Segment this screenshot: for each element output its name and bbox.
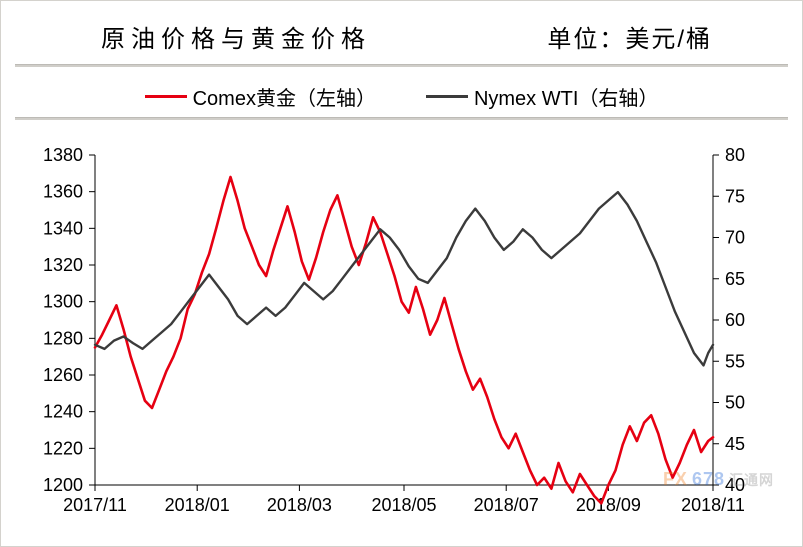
chart-frame: 原油价格与黄金价格 单位：美元/桶 Comex黄金（左轴） Nymex WTI（… [0,0,803,547]
svg-text:1220: 1220 [43,438,83,458]
chart-area: 1200 1220 1240 1260 1280 1300 1320 1340 1360 1380… [15,141,788,526]
svg-text:2018/11: 2018/11 [681,495,745,515]
line-chart: 1200 1220 1240 1260 1280 1300 1320 1340 1360 1380… [15,141,790,528]
legend-item-gold: Comex黄金（左轴） [145,82,376,111]
legend-swatch-wti [426,95,468,98]
legend-label-gold: Comex黄金（左轴） [193,82,376,111]
svg-text:75: 75 [725,186,745,206]
svg-text:1360: 1360 [43,182,83,202]
title-row: 原油价格与黄金价格 单位：美元/桶 [1,1,802,64]
svg-text:1280: 1280 [43,328,83,348]
svg-text:60: 60 [725,310,745,330]
svg-text:70: 70 [725,228,745,248]
legend-swatch-gold [145,95,187,98]
svg-text:1260: 1260 [43,365,83,385]
svg-text:1300: 1300 [43,292,83,312]
svg-text:1200: 1200 [43,475,83,495]
svg-text:40: 40 [725,475,745,495]
chart-unit: 单位：美元/桶 [547,19,712,54]
legend-item-wti: Nymex WTI（右轴） [426,82,658,111]
svg-text:2018/09: 2018/09 [576,495,641,515]
svg-text:1340: 1340 [43,218,83,238]
svg-text:2018/05: 2018/05 [371,495,436,515]
svg-text:2018/07: 2018/07 [474,495,539,515]
svg-text:45: 45 [725,434,745,454]
legend-label-wti: Nymex WTI（右轴） [474,82,658,111]
svg-text:65: 65 [725,269,745,289]
svg-text:2017/11: 2017/11 [63,495,127,515]
svg-text:50: 50 [725,393,745,413]
svg-text:1380: 1380 [43,145,83,165]
svg-text:2018/03: 2018/03 [267,495,332,515]
legend: Comex黄金（左轴） Nymex WTI（右轴） [1,68,802,117]
svg-text:1320: 1320 [43,255,83,275]
series-right [95,192,713,365]
svg-text:55: 55 [725,351,745,371]
legend-rule [1,117,802,121]
svg-text:1240: 1240 [43,402,83,422]
series-left [95,177,713,503]
svg-text:80: 80 [725,145,745,165]
svg-text:2018/01: 2018/01 [165,495,230,515]
chart-title: 原油价格与黄金价格 [101,19,371,54]
